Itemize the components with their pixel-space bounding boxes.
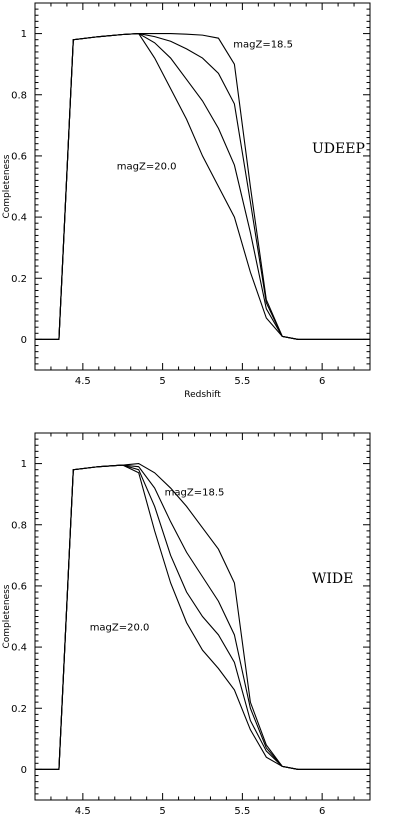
x-tick-label: 5.5 [234, 376, 250, 387]
completeness-curve-1 [35, 33, 370, 340]
completeness-curve-3 [35, 464, 370, 770]
curve-annotation: magZ=18.5 [233, 39, 293, 50]
completeness-curve-3 [35, 33, 370, 340]
y-tick-label: 0.2 [11, 274, 27, 285]
x-tick-label: 4.5 [75, 376, 91, 387]
y-tick-label: 1 [21, 459, 27, 470]
completeness-curve-4 [35, 464, 370, 770]
y-tick-label: 1 [21, 29, 27, 40]
y-tick-label: 0.4 [11, 643, 27, 654]
curve-annotation: magZ=20.0 [117, 162, 177, 173]
panel-label: WIDE [312, 571, 353, 587]
y-axis-label: Completeness [2, 154, 12, 218]
y-tick-label: 0.6 [11, 581, 27, 592]
y-tick-label: 0 [21, 765, 27, 776]
y-tick-label: 0.2 [11, 704, 27, 715]
wide-panel: 4.555.5600.20.40.60.81RedshiftCompletene… [2, 432, 371, 817]
udeep-panel: 4.5 5 5.5 6 0 0.2 0.4 0.6 0.8 1 Redshift Completene… [2, 2, 371, 400]
y-axis-label: Completeness [2, 584, 12, 648]
y-tick-label: 0 [21, 335, 27, 346]
x-axis-label: Redshift [184, 390, 221, 400]
curve-annotation: magZ=18.5 [165, 488, 225, 499]
x-tick-label: 4.5 [75, 806, 91, 817]
y-tick-label: 0.4 [11, 213, 27, 224]
x-tick-label: 6 [319, 376, 325, 387]
x-tick-label: 5 [159, 806, 165, 817]
y-tick-label: 0.8 [11, 90, 27, 101]
x-tick-label: 6 [319, 806, 325, 817]
x-tick-label: 5 [159, 376, 165, 387]
y-tick-label: 0.6 [11, 151, 27, 162]
completeness-curve-2 [35, 33, 370, 340]
x-tick-label: 5.5 [234, 806, 250, 817]
completeness-curve-4 [35, 33, 370, 340]
curve-annotation: magZ=20.0 [90, 622, 150, 633]
y-tick-label: 0.8 [11, 520, 27, 531]
panel-label: UDEEP [312, 141, 365, 157]
